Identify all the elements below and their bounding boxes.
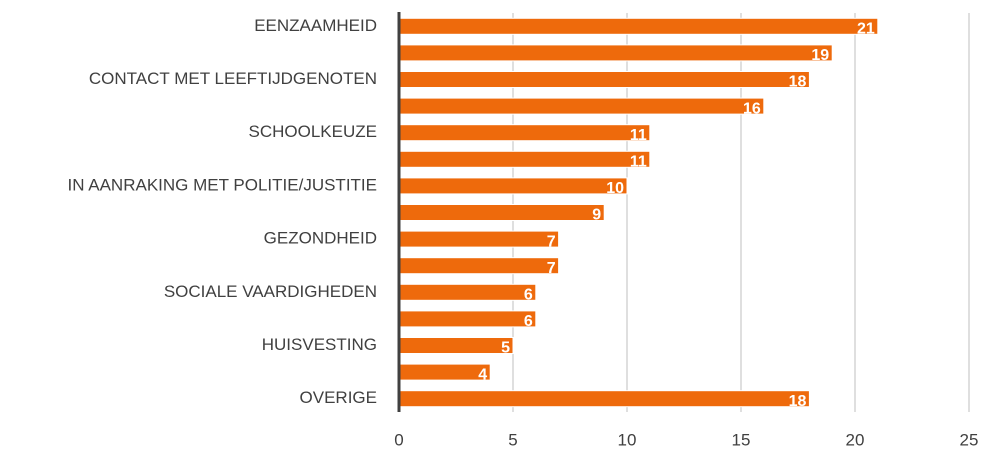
y-tick-label: IN AANRAKING MET POLITIE/JUSTITIE (67, 175, 377, 194)
bar (398, 71, 810, 88)
value-label: 19 (811, 47, 829, 64)
x-tick-label: 15 (732, 430, 751, 449)
bar (398, 257, 560, 275)
bar (398, 177, 628, 195)
y-tick-label: GEZONDHEID (264, 229, 377, 248)
x-tick-label: 0 (394, 430, 403, 449)
bar (398, 390, 810, 408)
value-label: 5 (501, 340, 510, 357)
x-tick-label: 25 (960, 430, 979, 449)
value-label: 9 (592, 207, 601, 224)
value-label: 6 (524, 313, 533, 330)
bar (398, 230, 560, 248)
bar (398, 310, 537, 328)
value-label: 11 (630, 154, 647, 171)
value-label: 11 (630, 127, 647, 144)
y-tick-label: OVERIGE (300, 388, 377, 407)
value-label: 18 (789, 393, 807, 410)
value-label: 6 (524, 287, 533, 304)
y-tick-label: EENZAAMHEID (254, 16, 377, 35)
bar (398, 204, 605, 221)
x-tick-label: 10 (618, 430, 637, 449)
value-label: 18 (789, 74, 807, 91)
x-tick-label: 5 (508, 430, 517, 449)
value-label: 4 (478, 366, 487, 383)
value-label: 7 (547, 233, 556, 250)
y-tick-label: CONTACT MET LEEFTIJDGENOTEN (89, 69, 377, 88)
bar (398, 44, 833, 62)
bar (398, 363, 491, 381)
bar (398, 97, 765, 115)
bar (398, 337, 514, 354)
y-tick-label: SCHOOLKEUZE (249, 122, 377, 141)
value-label: 7 (547, 260, 556, 277)
x-tick-label: 20 (846, 430, 865, 449)
value-label: 10 (606, 180, 624, 197)
bar (398, 283, 537, 301)
value-label: 21 (857, 21, 875, 38)
y-tick-label: HUISVESTING (262, 335, 377, 354)
value-label: 16 (743, 100, 761, 117)
y-tick-label: SOCIALE VAARDIGHEDEN (164, 282, 377, 301)
bar (398, 17, 879, 35)
bar (398, 124, 651, 142)
bar (398, 150, 651, 168)
